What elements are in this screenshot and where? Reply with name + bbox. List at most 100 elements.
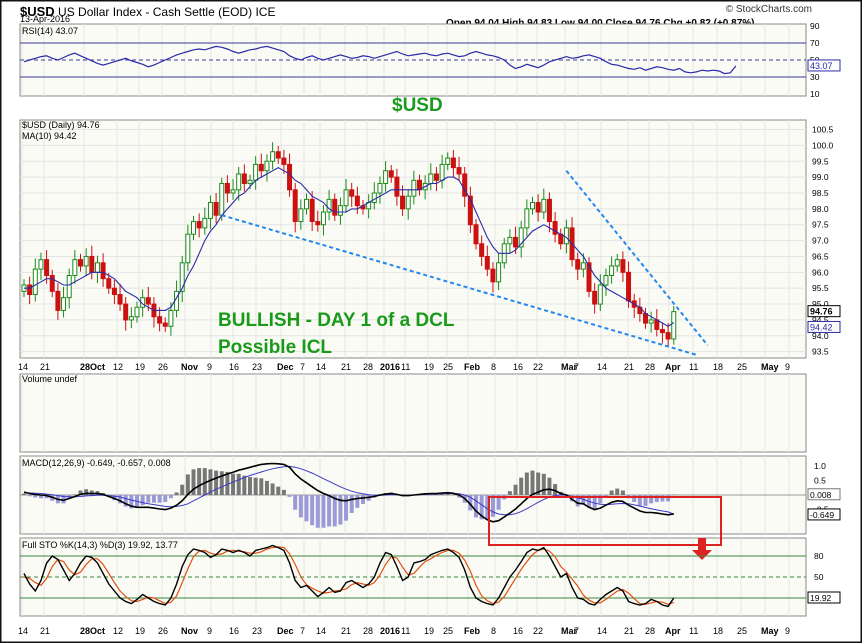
macd-histogram-bar (242, 475, 247, 495)
macd-histogram-bar (355, 495, 360, 508)
macd-histogram-bar (112, 495, 117, 501)
candle-body (185, 233, 191, 264)
macd-histogram-bar (649, 495, 654, 504)
price-tick-label: 94.5 (812, 315, 829, 325)
ma-line (24, 166, 675, 327)
macd-histogram-bar (118, 495, 123, 504)
candle-body (326, 198, 332, 213)
price-x-label: 23 (252, 362, 262, 372)
candle-body (281, 157, 287, 165)
candle-body (535, 202, 541, 213)
price-title: $USD (Daily) 94.76 (22, 120, 100, 130)
candle-body (168, 309, 174, 327)
rsi-tick-label: 30 (810, 72, 820, 82)
macd-histogram-bar (146, 495, 151, 503)
instrument-name: US Dollar Index - Cash Settle (EOD) (58, 5, 253, 19)
macd-histogram-bar (248, 477, 252, 495)
macd-histogram-bar (338, 495, 343, 525)
sto-d-line (23, 546, 674, 605)
macd-histogram-bar (654, 495, 659, 503)
candle-body (224, 182, 230, 194)
candle-body (479, 243, 485, 257)
candle-body (394, 176, 400, 197)
candle-body (659, 328, 665, 334)
candle-body (219, 182, 225, 216)
macd-histogram-bar (349, 495, 354, 513)
macd-histogram-bar (637, 495, 642, 506)
macd-histogram-bar (236, 473, 241, 495)
macd-histogram-bar (519, 477, 524, 495)
candle-body (106, 278, 112, 289)
sto-title: Full STO %K(14,3) %D(3) 19.92, 13.77 (22, 540, 178, 550)
macd-current-label: -0.649 (810, 510, 834, 520)
candle-body (349, 189, 355, 197)
candle-body (496, 262, 502, 283)
macd-histogram-bar (298, 495, 303, 518)
macd-histogram-bar (304, 495, 309, 522)
price-tick-label: 93.5 (812, 347, 829, 357)
candle-body (32, 268, 38, 296)
macd-histogram-bar (191, 469, 196, 495)
candle-body (49, 274, 55, 292)
macd-histogram-bar (513, 484, 518, 495)
macd-histogram-bar (479, 495, 484, 520)
sto-current-box (807, 591, 841, 604)
macd-histogram-bar (180, 484, 185, 495)
candle-body (513, 236, 519, 248)
macd-histogram-bar (276, 486, 281, 495)
macd-histogram-bar (660, 495, 665, 502)
sto-x-label: 26 (158, 626, 168, 636)
candle-body (377, 182, 383, 194)
macd-histogram-bar (666, 495, 671, 502)
candle-body (128, 316, 134, 321)
price-x-label: Nov (181, 362, 198, 372)
macd-histogram-bar (332, 495, 337, 527)
candle-body (411, 179, 417, 197)
candle-body (580, 262, 586, 270)
price-x-label: Apr (665, 362, 681, 372)
macd-histogram-bar (214, 470, 219, 495)
price-x-label: 18 (713, 362, 723, 372)
candle-body (473, 224, 479, 245)
sto-x-label: 19 (424, 626, 434, 636)
macd-hist-label: 0.008 (810, 490, 832, 500)
macd-histogram-bar (157, 495, 162, 503)
price-x-label: 14 (316, 362, 326, 372)
sto-x-label: 12 (113, 626, 123, 636)
candle-body (563, 227, 569, 245)
rsi-title: RSI(14) 43.07 (22, 26, 78, 36)
candle-body (592, 290, 598, 305)
sto-x-label: Nov (181, 626, 198, 636)
sto-x-label: 28 (645, 626, 655, 636)
candle-body (586, 262, 592, 292)
macd-histogram-bar (592, 495, 597, 510)
price-tick-label: 94.0 (812, 331, 829, 341)
macd-histogram-bar (270, 483, 275, 495)
macd-histogram-bar (485, 495, 490, 520)
symbol: $USD (20, 4, 55, 19)
macd-histogram-bar (151, 495, 156, 503)
macd-histogram-bar (281, 489, 286, 495)
price-x-label: May (761, 362, 779, 372)
macd-histogram-bar (490, 495, 495, 517)
macd-histogram-bar (208, 469, 213, 495)
price-tick-label: 97.0 (812, 236, 829, 246)
sto-x-label: Feb (464, 626, 481, 636)
candle-body (264, 160, 270, 172)
price-x-label: Feb (464, 362, 481, 372)
macd-histogram-bar (253, 477, 258, 495)
price-x-label: 25 (443, 362, 453, 372)
macd-histogram-bar (445, 493, 450, 495)
candle-body (546, 198, 552, 223)
candle-body (145, 297, 151, 305)
candle-body (134, 306, 140, 318)
sto-x-label: 25 (737, 626, 747, 636)
sto-x-label: 21 (624, 626, 634, 636)
candle-body (230, 189, 236, 194)
sto-x-label: 28 (363, 626, 373, 636)
macd-histogram-bar (219, 471, 224, 495)
macd-histogram-bar (547, 477, 552, 495)
chart-header: $USD US Dollar Index - Cash Settle (EOD)… (0, 0, 862, 24)
candle-body (117, 294, 123, 305)
